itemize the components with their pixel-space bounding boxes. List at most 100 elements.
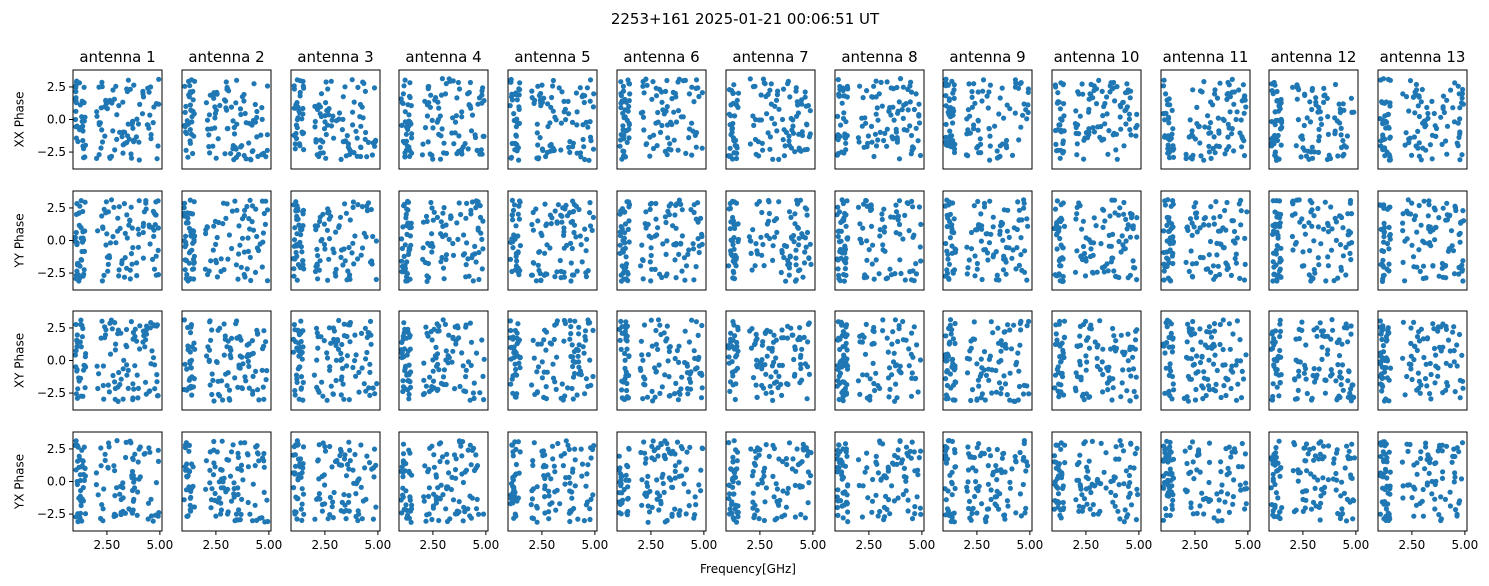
scatter-point xyxy=(792,371,798,377)
scatter-point xyxy=(1348,331,1354,337)
scatter-point xyxy=(427,374,433,380)
scatter-point xyxy=(1015,350,1021,356)
scatter-point xyxy=(1277,321,1283,327)
scatter-point xyxy=(899,107,905,113)
scatter-point xyxy=(946,275,952,281)
scatter-point xyxy=(1335,153,1341,159)
scatter-point xyxy=(909,198,915,204)
scatter-point xyxy=(647,134,653,140)
scatter-point xyxy=(689,152,695,158)
scatter-point xyxy=(978,371,984,377)
scatter-point xyxy=(118,496,124,503)
scatter-point xyxy=(1085,335,1091,341)
scatter-point xyxy=(964,244,970,250)
scatter-point xyxy=(802,249,808,255)
scatter-point xyxy=(1325,333,1331,339)
scatter-point xyxy=(807,131,813,137)
scatter-point xyxy=(1186,268,1192,274)
scatter-point xyxy=(685,251,691,257)
scatter-point xyxy=(1325,131,1331,137)
scatter-point xyxy=(1114,156,1120,162)
scatter-point xyxy=(1074,248,1080,254)
scatter-point xyxy=(1425,115,1431,121)
panel xyxy=(1160,69,1251,170)
scatter-point xyxy=(1330,327,1336,333)
scatter-point xyxy=(73,108,79,114)
scatter-point xyxy=(467,397,473,403)
scatter-point xyxy=(1213,199,1219,205)
scatter-point xyxy=(1074,152,1080,158)
panel-frame xyxy=(1051,190,1142,291)
scatter-point xyxy=(1228,272,1234,278)
scatter-point xyxy=(1316,138,1322,144)
scatter-point xyxy=(1382,100,1388,106)
scatter-point xyxy=(1011,398,1017,404)
scatter-point xyxy=(1190,274,1196,280)
scatter-point xyxy=(187,330,194,336)
scatter-point xyxy=(213,155,219,161)
scatter-point xyxy=(1200,385,1206,391)
scatter-point xyxy=(1024,323,1030,329)
scatter-point xyxy=(1120,367,1126,373)
scatter-point xyxy=(1459,152,1465,158)
scatter-point xyxy=(476,276,482,283)
scatter-point xyxy=(1020,391,1027,397)
scatter-point xyxy=(72,234,78,240)
scatter-point xyxy=(1242,261,1248,267)
scatter-point xyxy=(857,83,863,89)
scatter-point xyxy=(1208,204,1214,210)
scatter-point xyxy=(1272,122,1278,128)
scatter-point xyxy=(350,199,356,205)
scatter-point xyxy=(471,395,477,401)
scatter-series xyxy=(72,438,162,525)
scatter-point xyxy=(128,440,134,446)
scatter-point xyxy=(951,216,957,222)
scatter-point xyxy=(238,264,244,270)
scatter-point xyxy=(330,113,336,119)
scatter-point xyxy=(359,204,365,210)
scatter-point xyxy=(143,327,149,333)
scatter-point xyxy=(223,215,229,221)
scatter-point xyxy=(297,93,303,99)
scatter-point xyxy=(140,229,146,236)
scatter-point xyxy=(626,80,632,87)
scatter-point xyxy=(1296,197,1302,203)
scatter-point xyxy=(150,120,156,126)
scatter-point xyxy=(873,111,879,117)
scatter-point xyxy=(908,277,915,283)
scatter-point xyxy=(808,261,814,267)
scatter-point xyxy=(478,147,484,153)
scatter-point xyxy=(1201,222,1207,228)
scatter-point xyxy=(1447,212,1453,218)
scatter-point xyxy=(471,380,477,386)
scatter-point xyxy=(545,101,551,107)
scatter-point xyxy=(543,384,549,390)
scatter-point xyxy=(233,262,239,268)
scatter-point xyxy=(1224,266,1230,272)
scatter-point xyxy=(124,362,130,368)
scatter-point xyxy=(248,157,254,163)
scatter-point xyxy=(688,369,694,375)
scatter-point xyxy=(1100,113,1106,119)
panel-title: antenna 11 xyxy=(1163,48,1249,66)
scatter-point xyxy=(119,134,125,140)
scatter-point xyxy=(1379,278,1386,284)
scatter-point xyxy=(207,382,213,388)
scatter-point xyxy=(1088,246,1094,252)
scatter-point xyxy=(507,318,513,324)
scatter-point xyxy=(727,226,733,232)
scatter-point xyxy=(232,198,238,204)
scatter-point xyxy=(254,331,261,337)
scatter-point xyxy=(641,374,647,380)
scatter-point xyxy=(558,268,564,274)
scatter-point xyxy=(793,255,799,261)
scatter-point xyxy=(313,325,320,331)
scatter-point xyxy=(190,97,196,103)
scatter-point xyxy=(1099,359,1105,365)
scatter-point xyxy=(1233,251,1239,257)
scatter-point xyxy=(259,264,265,270)
scatter-point xyxy=(252,463,258,469)
scatter-point xyxy=(570,354,576,360)
scatter-point xyxy=(1221,117,1227,123)
